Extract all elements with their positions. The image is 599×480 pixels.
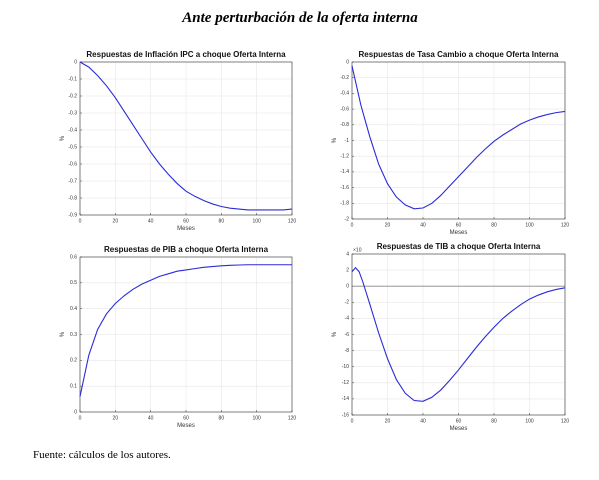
x-tick-label: 0 [351, 222, 354, 228]
x-tick-label: 120 [561, 418, 570, 424]
y-tick-label: 0.6 [70, 254, 77, 260]
x-tick-label: 80 [491, 418, 497, 424]
x-tick-label: 80 [491, 222, 497, 228]
x-tick-label: 80 [219, 415, 225, 421]
y-tick-label: 4 [346, 251, 349, 257]
y-tick-label: -6 [345, 332, 350, 338]
y-tick-label: 0.4 [70, 306, 77, 312]
y-tick-label: -0.2 [68, 93, 77, 99]
x-tick-label: 20 [385, 418, 391, 424]
y-axis-label: % [332, 331, 338, 337]
x-tick-label: 60 [183, 218, 189, 224]
y-exponent-label: ×10 [353, 247, 362, 253]
x-tick-label: 0 [351, 418, 354, 424]
y-tick-label: 0 [346, 59, 349, 65]
x-tick-label: 40 [420, 418, 426, 424]
plot-frame [79, 256, 293, 413]
x-tick-label: 40 [148, 415, 154, 421]
y-tick-label: 0.3 [70, 332, 77, 338]
y-tick-label: -2 [345, 216, 350, 222]
x-tick-label: 100 [252, 415, 261, 421]
plot-frame [351, 61, 566, 220]
x-axis-label: Meses [177, 226, 195, 232]
subplot: 0-0.1-0.2-0.3-0.4-0.5-0.6-0.7-0.8-0.90 20… [60, 50, 296, 232]
x-tick-label: 20 [113, 415, 119, 421]
x-tick-label: 120 [288, 415, 297, 421]
x-tick-label: 100 [525, 222, 534, 228]
x-tick-label: 0 [79, 218, 82, 224]
y-tick-label: -1 [345, 138, 350, 144]
subplot: 420-2-4-6-8-10-12-14-160 20 40 60 80 100 120Re… [332, 242, 569, 432]
y-tick-label: -10 [342, 364, 349, 370]
y-tick-label: -1.2 [340, 154, 349, 160]
y-tick-label: -16 [342, 412, 349, 418]
x-tick-label: 60 [456, 222, 462, 228]
y-tick-label: -0.4 [340, 91, 349, 97]
page-title: Ante perturbación de la oferta interna [181, 10, 418, 26]
x-tick-label: 60 [183, 415, 189, 421]
data-line [351, 65, 566, 210]
y-tick-label: -0.2 [340, 75, 349, 81]
x-tick-label: 120 [561, 222, 570, 228]
data-line [79, 264, 292, 397]
x-axis-label: Meses [177, 423, 195, 429]
x-tick-label: 100 [252, 218, 261, 224]
y-tick-label: -4 [345, 316, 350, 322]
subplot-title: Respuestas de PIB a choque Oferta Intern… [104, 245, 269, 254]
subplot-title: Respuestas de Inflación IPC a choque Ofe… [86, 50, 286, 59]
y-tick-label: -1.8 [340, 201, 349, 207]
y-tick-label: -0.6 [340, 106, 349, 112]
y-tick-label: -0.3 [68, 110, 77, 116]
x-axis-label: Meses [450, 230, 468, 236]
y-tick-label: 2 [346, 267, 349, 273]
y-tick-label: 0 [74, 409, 77, 415]
x-tick-label: 40 [148, 218, 154, 224]
y-tick-label: -0.4 [68, 127, 77, 133]
y-tick-label: -0.1 [68, 76, 77, 82]
y-tick-label: -0.6 [68, 161, 77, 167]
source-note: Fuente: cálculos de los autores. [33, 449, 171, 461]
y-axis-label: % [60, 331, 66, 337]
x-tick-label: 100 [525, 418, 534, 424]
data-line [351, 266, 566, 402]
y-tick-label: -0.8 [340, 122, 349, 128]
y-tick-label: 0 [74, 59, 77, 65]
plot-frame [79, 61, 293, 216]
y-tick-label: -0.9 [68, 212, 77, 218]
x-tick-label: 20 [113, 218, 119, 224]
y-tick-label: -0.7 [68, 178, 77, 184]
x-tick-label: 120 [288, 218, 297, 224]
y-tick-label: -2 [345, 300, 350, 306]
x-tick-label: 80 [219, 218, 225, 224]
y-axis-label: % [60, 135, 66, 141]
y-tick-label: 0.1 [70, 383, 77, 389]
y-tick-label: -12 [342, 380, 349, 386]
y-tick-label: -14 [342, 396, 349, 402]
subplot: 0 0.1 0.2 0.3 0.4 0.5 0.6 0 20 40 60 80 100 120 Respue… [60, 245, 296, 429]
y-axis-label: % [332, 137, 338, 143]
subplot: 0-0.2-0.4-0.6-0.8-1-1.2-1.4-1.6-1.8-20 20… [332, 50, 569, 236]
x-axis-label: Meses [450, 426, 468, 432]
data-line [79, 61, 293, 211]
y-tick-label: 0.2 [70, 358, 77, 364]
subplot-title: Respuestas de TIB a choque Oferta Intern… [377, 242, 541, 251]
y-tick-label: -0.5 [68, 144, 77, 150]
y-tick-label: 0.5 [70, 280, 77, 286]
y-tick-label: -1.4 [340, 169, 349, 175]
y-tick-label: 0 [346, 284, 349, 290]
y-tick-label: -1.6 [340, 185, 349, 191]
x-tick-label: 0 [79, 415, 82, 421]
x-tick-label: 20 [385, 222, 391, 228]
x-tick-label: 40 [420, 222, 426, 228]
x-tick-label: 60 [456, 418, 462, 424]
subplot-title: Respuestas de Tasa Cambio a choque Ofert… [359, 50, 559, 59]
plot-frame [351, 253, 566, 416]
y-tick-label: -8 [345, 348, 350, 354]
y-tick-label: -0.8 [68, 195, 77, 201]
